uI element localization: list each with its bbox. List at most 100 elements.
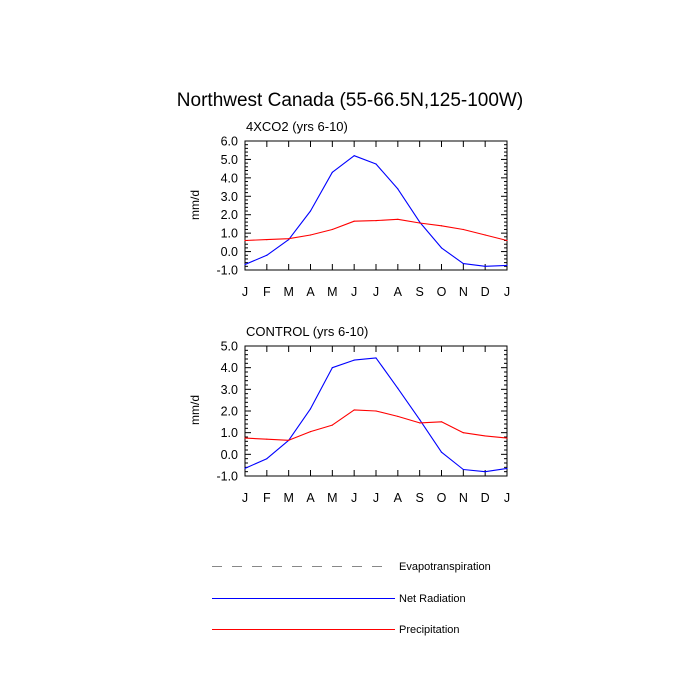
x-tick-label-4xco2: J bbox=[242, 285, 248, 299]
y-tick-label-control: 4.0 bbox=[221, 361, 238, 375]
data-point-net-radiation-control bbox=[397, 387, 399, 389]
data-point-net-radiation-4xco2 bbox=[266, 254, 268, 256]
x-tick-label-4xco2: M bbox=[283, 285, 293, 299]
data-point-net-radiation-4xco2 bbox=[375, 163, 377, 165]
x-tick-label-4xco2: F bbox=[263, 285, 271, 299]
figure-title: Northwest Canada (55-66.5N,125-100W) bbox=[177, 90, 523, 111]
x-tick-label-4xco2: O bbox=[437, 285, 447, 299]
y-axis-label-4xco2: mm/d bbox=[188, 190, 202, 220]
data-point-precipitation-control bbox=[397, 415, 399, 418]
y-tick-label-4xco2: 4.0 bbox=[221, 171, 238, 185]
x-tick-label-4xco2: A bbox=[306, 285, 315, 299]
panel-title-control: CONTROL (yrs 6-10) bbox=[246, 324, 368, 339]
data-point-net-radiation-4xco2 bbox=[353, 155, 355, 157]
legend-item-evapotranspiration: Evapotranspiration bbox=[212, 561, 491, 573]
series-line-net-radiation-control bbox=[244, 357, 508, 473]
data-point-net-radiation-4xco2 bbox=[506, 264, 508, 266]
data-point-net-radiation-4xco2 bbox=[462, 262, 464, 265]
y-tick-label-4xco2: -1.0 bbox=[216, 264, 238, 278]
data-point-precipitation-4xco2 bbox=[440, 225, 443, 227]
data-point-net-radiation-4xco2 bbox=[309, 210, 312, 212]
data-point-net-radiation-4xco2 bbox=[419, 221, 421, 223]
data-point-net-radiation-control bbox=[244, 467, 246, 470]
x-tick-label-control: J bbox=[351, 491, 357, 505]
x-tick-label-control: O bbox=[437, 491, 447, 505]
data-point-precipitation-control bbox=[462, 432, 464, 434]
series-line-precipitation-4xco2 bbox=[244, 218, 508, 242]
x-tick-label-4xco2: M bbox=[327, 285, 337, 299]
y-tick-label-control: 0.0 bbox=[221, 448, 238, 462]
x-tick-label-4xco2: J bbox=[351, 285, 357, 299]
data-point-precipitation-control bbox=[288, 439, 290, 441]
data-point-precipitation-control bbox=[331, 424, 333, 426]
data-point-net-radiation-4xco2 bbox=[397, 188, 399, 190]
series-line-net-radiation-4xco2 bbox=[244, 155, 508, 267]
data-point-net-radiation-control bbox=[462, 468, 464, 471]
y-tick-label-4xco2: 6.0 bbox=[221, 135, 238, 149]
data-point-net-radiation-4xco2 bbox=[288, 238, 290, 241]
plot-frame-4xco2 bbox=[244, 140, 508, 271]
data-point-precipitation-control bbox=[309, 430, 312, 433]
data-point-precipitation-4xco2 bbox=[244, 239, 246, 242]
data-point-precipitation-4xco2 bbox=[288, 238, 290, 240]
data-point-net-radiation-control bbox=[309, 408, 312, 410]
y-tick-label-4xco2: 3.0 bbox=[221, 190, 238, 204]
x-tick-label-control: J bbox=[373, 491, 379, 505]
y-axis-label-control: mm/d bbox=[188, 395, 202, 425]
data-point-net-radiation-control bbox=[375, 357, 377, 359]
y-tick-label-control: 1.0 bbox=[221, 426, 238, 440]
x-tick-label-control: A bbox=[306, 491, 315, 505]
data-point-net-radiation-4xco2 bbox=[484, 265, 486, 267]
panel-4xco2: 4XCO2 (yrs 6-10) mm/d 6.0 5.0 4.0 3.0 2.0 1.0… bbox=[188, 119, 510, 299]
data-point-precipitation-control bbox=[353, 409, 355, 411]
data-point-precipitation-control bbox=[506, 437, 508, 439]
legend: Evapotranspiration Net Radiation Precipi… bbox=[212, 561, 491, 636]
x-tick-label-4xco2: J bbox=[373, 285, 379, 299]
y-tick-label-control: 3.0 bbox=[221, 383, 238, 397]
data-point-net-radiation-4xco2 bbox=[440, 247, 443, 249]
data-point-precipitation-4xco2 bbox=[462, 228, 464, 231]
legend-item-net-radiation: Net Radiation bbox=[212, 593, 466, 605]
data-point-precipitation-4xco2 bbox=[397, 218, 399, 220]
panel-title-4xco2: 4XCO2 (yrs 6-10) bbox=[246, 119, 348, 134]
data-point-precipitation-control bbox=[375, 410, 377, 412]
data-point-precipitation-control bbox=[419, 422, 421, 424]
legend-label-evapotranspiration: Evapotranspiration bbox=[399, 561, 491, 573]
data-point-precipitation-4xco2 bbox=[419, 222, 421, 224]
data-point-precipitation-4xco2 bbox=[506, 239, 508, 242]
x-tick-label-control: S bbox=[415, 491, 423, 505]
data-point-precipitation-4xco2 bbox=[266, 238, 268, 241]
data-point-precipitation-4xco2 bbox=[375, 220, 377, 222]
data-point-net-radiation-control bbox=[440, 451, 443, 453]
x-tick-label-control: A bbox=[394, 491, 403, 505]
data-point-net-radiation-control bbox=[266, 458, 268, 460]
x-tick-label-control: M bbox=[327, 491, 337, 505]
data-point-precipitation-4xco2 bbox=[309, 234, 312, 236]
y-tick-label-4xco2: 5.0 bbox=[221, 153, 238, 167]
x-tick-label-control: J bbox=[242, 491, 248, 505]
x-tick-label-4xco2: J bbox=[504, 285, 510, 299]
x-tick-label-control: M bbox=[283, 491, 293, 505]
x-tick-label-4xco2: D bbox=[481, 285, 490, 299]
y-tick-label-control: 2.0 bbox=[221, 405, 238, 419]
plot-area-4xco2: 6.05.04.03.02.01.00.0-1.0J F M A M J J A S O N D J bbox=[216, 135, 510, 300]
data-point-net-radiation-control bbox=[353, 359, 355, 361]
data-point-precipitation-control bbox=[440, 421, 443, 423]
data-point-precipitation-control bbox=[484, 435, 486, 437]
panel-control: CONTROL (yrs 6-10) mm/d 5.0 4.0 3.0 2.0 1.0 0… bbox=[188, 324, 510, 505]
y-tick-label-control: 5.0 bbox=[221, 340, 238, 354]
series-line-precipitation-control bbox=[244, 409, 508, 441]
data-point-precipitation-control bbox=[266, 438, 268, 440]
x-tick-label-4xco2: S bbox=[415, 285, 423, 299]
y-tick-label-4xco2: 2.0 bbox=[221, 208, 238, 222]
x-tick-label-control: D bbox=[481, 491, 490, 505]
legend-label-precipitation: Precipitation bbox=[399, 624, 460, 636]
plot-area-control: 5.04.03.02.01.00.0-1.0J F M A M J J A S O N D J bbox=[216, 340, 510, 506]
x-tick-label-4xco2: N bbox=[459, 285, 468, 299]
data-point-net-radiation-control bbox=[484, 471, 486, 473]
x-tick-label-control: J bbox=[504, 491, 510, 505]
data-point-net-radiation-4xco2 bbox=[244, 263, 246, 266]
data-point-precipitation-4xco2 bbox=[353, 220, 355, 222]
data-point-precipitation-4xco2 bbox=[484, 234, 486, 236]
